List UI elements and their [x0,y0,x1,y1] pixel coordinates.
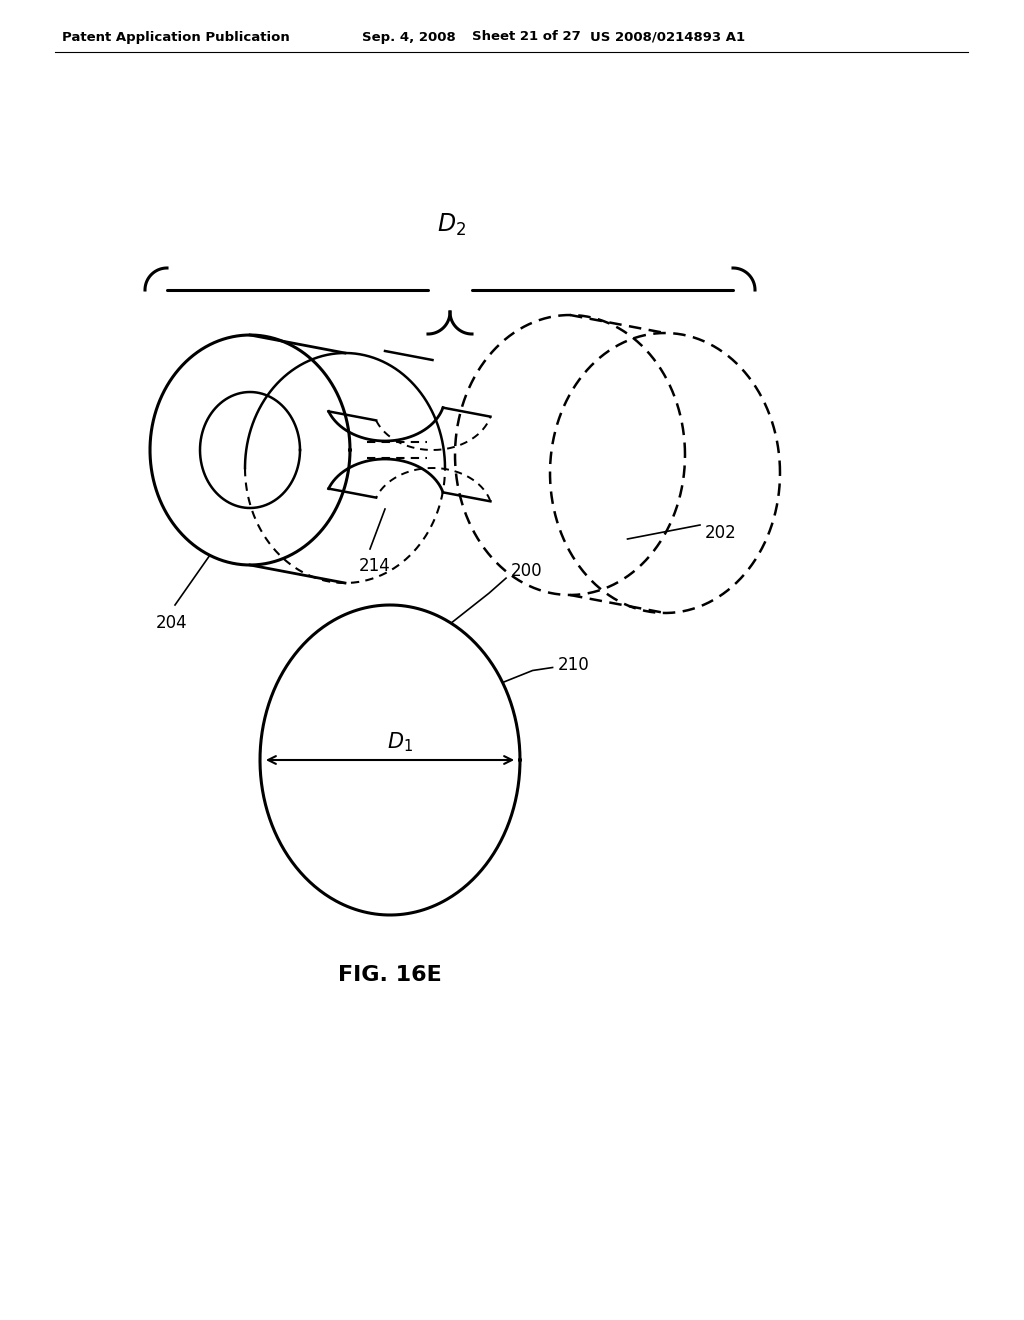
Text: US 2008/0214893 A1: US 2008/0214893 A1 [590,30,745,44]
Text: FIG. 16E: FIG. 16E [338,965,442,985]
Text: $D_2$: $D_2$ [437,211,467,238]
Text: Sep. 4, 2008: Sep. 4, 2008 [362,30,456,44]
Text: $D_1$: $D_1$ [387,730,413,754]
Text: Sheet 21 of 27: Sheet 21 of 27 [472,30,581,44]
Text: 202: 202 [705,524,736,543]
Text: 210: 210 [558,656,590,673]
Text: 204: 204 [157,614,187,632]
Text: Patent Application Publication: Patent Application Publication [62,30,290,44]
Text: 214: 214 [359,557,391,576]
Text: 200: 200 [511,562,543,581]
